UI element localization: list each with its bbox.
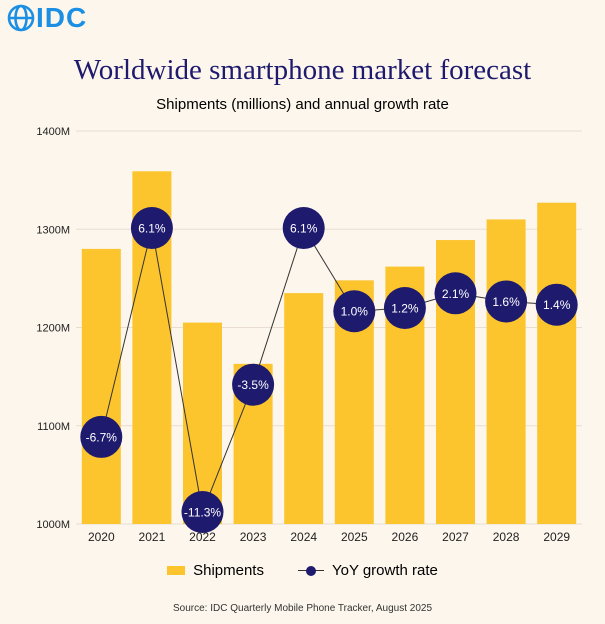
growth-data-label: 2.1% bbox=[442, 287, 470, 301]
growth-data-label: 1.2% bbox=[391, 301, 419, 315]
growth-data-label: 1.4% bbox=[543, 298, 571, 312]
growth-point bbox=[130, 207, 173, 249]
y-tick-label: 1400M bbox=[36, 126, 70, 138]
x-tick-label: 2024 bbox=[290, 530, 317, 544]
bar bbox=[284, 293, 324, 524]
growth-data-label: -3.5% bbox=[237, 378, 269, 392]
source-note: Source: IDC Quarterly Mobile Phone Track… bbox=[172, 603, 433, 614]
growth-data-label: 6.1% bbox=[138, 222, 166, 236]
x-tick-label: 2023 bbox=[240, 530, 267, 544]
legend-label-shipments: Shipments bbox=[193, 562, 264, 579]
chart-subtitle: Shipments (millions) and annual growth r… bbox=[156, 96, 449, 113]
growth-point bbox=[383, 286, 426, 329]
legend-item-growth: YoY growth rate bbox=[297, 562, 438, 579]
legend-swatch-shipments bbox=[167, 566, 186, 575]
y-tick-label: 1100M bbox=[37, 421, 70, 433]
idc-logo-text: IDC bbox=[36, 2, 88, 33]
growth-line bbox=[100, 226, 557, 514]
growth-point bbox=[535, 283, 578, 326]
x-tick-label: 2026 bbox=[392, 530, 419, 544]
y-tick-label: 1200M bbox=[36, 323, 70, 335]
bar bbox=[486, 219, 526, 525]
chart-title: Worldwide smartphone market forecast bbox=[73, 54, 532, 86]
growth-point bbox=[485, 280, 528, 323]
growth-data-label: 1.6% bbox=[492, 295, 520, 309]
legend-label-growth: YoY growth rate bbox=[331, 562, 438, 579]
growth-data-label: -11.3% bbox=[184, 506, 221, 520]
x-tick-label: 2020 bbox=[88, 530, 115, 544]
bar bbox=[81, 248, 121, 524]
growth-point bbox=[333, 290, 376, 333]
growth-point bbox=[434, 272, 477, 315]
x-tick-label: 2029 bbox=[543, 530, 570, 544]
growth-data-label: 1.0% bbox=[341, 305, 369, 319]
growth-data-label: -6.7% bbox=[86, 430, 118, 444]
chart-legend: Shipments YoY growth rate bbox=[0, 562, 605, 579]
x-tick-label: 2027 bbox=[442, 530, 469, 544]
growth-point bbox=[232, 363, 275, 406]
idc-logo: IDC bbox=[6, 2, 87, 34]
growth-data-label: 6.1% bbox=[290, 222, 318, 236]
y-tick-label: 1300M bbox=[36, 224, 70, 236]
legend-swatch-growth bbox=[297, 565, 324, 577]
chart-area: 1000M 1100M 1200M 1300M 1400M 2020 2021 2022 202… bbox=[36, 126, 582, 544]
legend-item-shipments: Shipments bbox=[167, 562, 264, 579]
growth-point bbox=[181, 491, 224, 533]
x-tick-label: 2025 bbox=[341, 530, 368, 544]
growth-point bbox=[80, 415, 123, 458]
y-tick-label: 1000M bbox=[36, 519, 70, 531]
bar bbox=[537, 202, 577, 524]
idc-globe-icon bbox=[7, 4, 35, 32]
x-tick-label: 2028 bbox=[493, 530, 520, 544]
x-tick-label: 2022 bbox=[189, 530, 216, 544]
x-tick-label: 2021 bbox=[139, 530, 166, 544]
growth-point bbox=[282, 207, 325, 249]
bar bbox=[183, 322, 222, 524]
